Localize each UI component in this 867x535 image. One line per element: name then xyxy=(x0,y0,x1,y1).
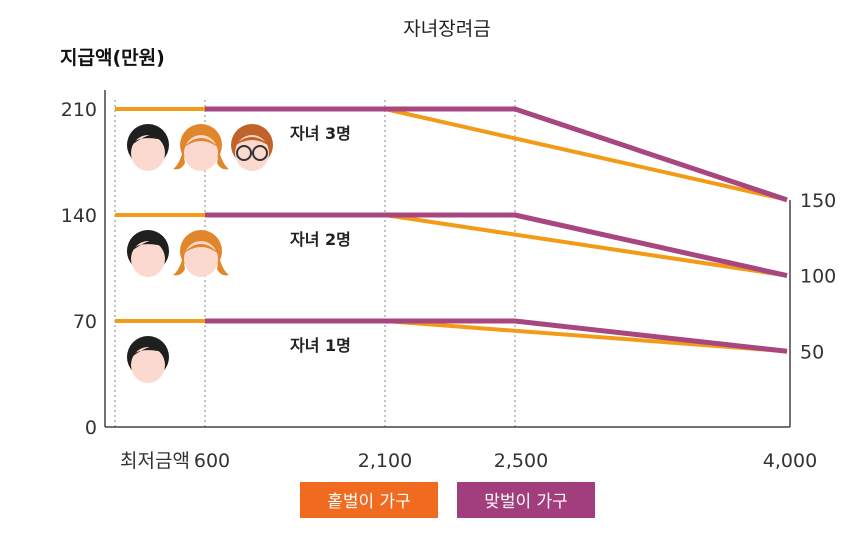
series-line-dual-income xyxy=(205,318,788,354)
faces-layer xyxy=(127,124,273,383)
x-tick-label: 2,500 xyxy=(494,450,548,472)
group-label: 자녀 1명 xyxy=(290,336,351,355)
legend-swatch xyxy=(457,482,595,518)
y-tick-label: 210 xyxy=(61,99,97,121)
group-label: 자녀 3명 xyxy=(290,124,351,143)
boy-face-icon xyxy=(127,336,169,383)
x-tick-label: 600 xyxy=(194,450,230,472)
legend-layer: 홑벌이 가구 맞벌이 가구 xyxy=(300,482,595,518)
legend-label: 홑벌이 가구 xyxy=(327,492,411,512)
girl-face-icon xyxy=(173,230,229,277)
girl-face-icon xyxy=(173,124,229,171)
legend-item-single-income: 홑벌이 가구 xyxy=(300,482,438,518)
series-layer xyxy=(115,106,788,354)
legend-swatch xyxy=(300,482,438,518)
boy-face-icon xyxy=(127,124,169,171)
axis-layer xyxy=(104,90,791,428)
right-tick-label: 100 xyxy=(800,266,836,288)
x-tick-label: 최저금액 xyxy=(120,450,190,472)
x-tick-label: 2,100 xyxy=(358,450,412,472)
series-line-dual-income xyxy=(205,212,788,279)
group-label: 자녀 2명 xyxy=(290,230,351,249)
y-tick-label: 70 xyxy=(73,311,97,333)
series-line-single-income xyxy=(115,319,788,354)
y-axis-label: 지급액(만원) xyxy=(60,47,165,69)
legend-label: 맞벌이 가구 xyxy=(484,492,568,512)
legend-item-dual-income: 맞벌이 가구 xyxy=(457,482,595,518)
right-tick-label: 150 xyxy=(800,190,836,212)
y-tick-label: 140 xyxy=(61,205,97,227)
chart-title: 자녀장려금 xyxy=(403,18,490,40)
right-tick-label: 50 xyxy=(800,341,824,363)
boy-face-icon xyxy=(127,230,169,277)
x-tick-label: 4,000 xyxy=(763,450,817,472)
glasses-boy-face-icon xyxy=(231,124,273,171)
y-tick-label: 0 xyxy=(85,417,97,439)
series-line-dual-income xyxy=(205,106,788,203)
grid-layer xyxy=(114,100,516,427)
